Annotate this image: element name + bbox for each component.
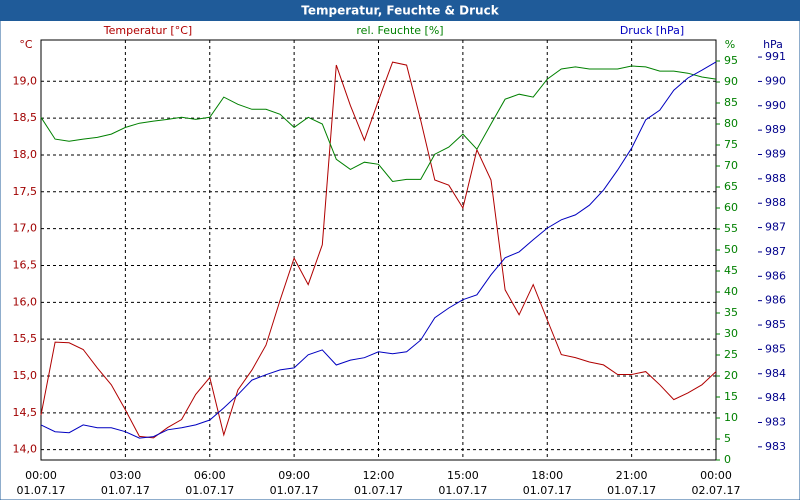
y2-tick-label: 65: [724, 180, 738, 193]
y2-tick-label: 0: [724, 453, 731, 466]
y-tick-label: 19,0: [13, 74, 38, 87]
y3-tick-label: 988: [765, 196, 786, 209]
series-line: [40, 61, 717, 439]
x-tick-label: 18:00: [531, 469, 563, 482]
y2-tick-label: 90: [724, 75, 738, 88]
y2-tick-label: 20: [724, 369, 738, 382]
y-tick-label: 18,0: [13, 148, 38, 161]
y3-tick-label: 991: [765, 50, 786, 63]
y-tick-label: 15,0: [13, 369, 38, 382]
y3-tick-label: 989: [765, 123, 786, 136]
y2-tick-label: 45: [724, 264, 738, 277]
y3-tick-label: 984: [765, 367, 786, 380]
y3-tick-label: 990: [765, 99, 786, 112]
chart-title: Temperatur, Feuchte & Druck: [301, 4, 499, 18]
y-tick-label: 16,5: [13, 258, 38, 271]
y2-tick-label: 35: [724, 306, 738, 319]
y3-tick-label: 983: [765, 440, 786, 453]
y-tick-label: 17,0: [13, 222, 38, 235]
legend-label: Druck [hPa]: [620, 24, 684, 37]
y3-tick-label: 983: [765, 415, 786, 428]
x-tick-date: 02.07.17: [692, 484, 741, 497]
x-tick-label: 00:00: [25, 469, 57, 482]
y2-tick-label: 30: [724, 327, 738, 340]
x-tick-label: 00:00: [700, 469, 732, 482]
y2-tick-label: 50: [724, 243, 738, 256]
x-tick-label: 03:00: [110, 469, 142, 482]
y2-tick-label: 10: [724, 411, 738, 424]
x-tick-label: 15:00: [447, 469, 479, 482]
x-tick-date: 01.07.17: [270, 484, 319, 497]
y2-tick-label: 95: [724, 54, 738, 67]
x-tick-date: 01.07.17: [523, 484, 572, 497]
y3-tick-label: 985: [765, 318, 786, 331]
legend-label: rel. Feuchte [%]: [356, 24, 443, 37]
y3-tick-label: 986: [765, 294, 786, 307]
x-tick-date: 01.07.17: [438, 484, 487, 497]
y2-tick-label: 25: [724, 348, 738, 361]
y-tick-label: 17,5: [13, 185, 38, 198]
y2-tick-label: 80: [724, 117, 738, 130]
x-tick-date: 01.07.17: [101, 484, 150, 497]
series-line: [40, 61, 717, 439]
x-tick-label: 09:00: [278, 469, 310, 482]
x-tick-label: 21:00: [616, 469, 648, 482]
y2-tick-label: 75: [724, 138, 738, 151]
y3-tick-label: 988: [765, 172, 786, 185]
y-axis-unit: °C: [19, 38, 33, 51]
x-tick-date: 01.07.17: [17, 484, 66, 497]
y2-tick-label: 55: [724, 222, 738, 235]
y-tick-label: 16,0: [13, 295, 38, 308]
legend-label: Temperatur [°C]: [103, 24, 192, 37]
y3-tick-label: 987: [765, 245, 786, 258]
y2-tick-label: 40: [724, 285, 738, 298]
y2-tick-label: 70: [724, 159, 738, 172]
y3-tick-label: 985: [765, 342, 786, 355]
y2-tick-label: 60: [724, 201, 738, 214]
y2-tick-label: 85: [724, 96, 738, 109]
x-tick-label: 12:00: [363, 469, 395, 482]
y3-tick-label: 990: [765, 74, 786, 87]
y-tick-label: 14,0: [13, 443, 38, 456]
y2-tick-label: 5: [724, 432, 731, 445]
y-tick-label: 15,5: [13, 332, 38, 345]
y-tick-label: 14,5: [13, 406, 38, 419]
y3-tick-label: 984: [765, 391, 786, 404]
series-line: [40, 65, 717, 183]
x-tick-date: 01.07.17: [185, 484, 234, 497]
y2-axis-unit: %: [725, 38, 735, 51]
y3-tick-label: 989: [765, 148, 786, 161]
y3-tick-label: 986: [765, 269, 786, 282]
x-tick-date: 01.07.17: [354, 484, 403, 497]
title-bar: [0, 0, 800, 21]
x-tick-label: 06:00: [194, 469, 226, 482]
y2-tick-label: 15: [724, 390, 738, 403]
y3-tick-label: 987: [765, 221, 786, 234]
x-tick-date: 01.07.17: [607, 484, 656, 497]
y3-axis-unit: hPa: [763, 38, 783, 51]
y-tick-label: 18,5: [13, 111, 38, 124]
